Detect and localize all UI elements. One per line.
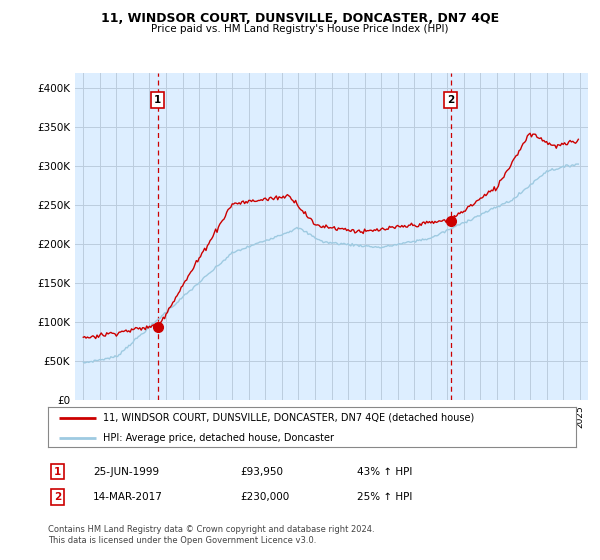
Text: 2: 2	[447, 95, 454, 105]
Text: 2: 2	[54, 492, 61, 502]
Text: 25-JUN-1999: 25-JUN-1999	[93, 466, 159, 477]
Text: 43% ↑ HPI: 43% ↑ HPI	[357, 466, 412, 477]
Text: 25% ↑ HPI: 25% ↑ HPI	[357, 492, 412, 502]
Text: 1: 1	[54, 466, 61, 477]
Text: HPI: Average price, detached house, Doncaster: HPI: Average price, detached house, Donc…	[103, 433, 334, 443]
Text: 11, WINDSOR COURT, DUNSVILLE, DONCASTER, DN7 4QE: 11, WINDSOR COURT, DUNSVILLE, DONCASTER,…	[101, 12, 499, 25]
Text: 1: 1	[154, 95, 161, 105]
Text: Contains HM Land Registry data © Crown copyright and database right 2024.
This d: Contains HM Land Registry data © Crown c…	[48, 525, 374, 545]
Text: Price paid vs. HM Land Registry's House Price Index (HPI): Price paid vs. HM Land Registry's House …	[151, 24, 449, 34]
Text: 11, WINDSOR COURT, DUNSVILLE, DONCASTER, DN7 4QE (detached house): 11, WINDSOR COURT, DUNSVILLE, DONCASTER,…	[103, 413, 475, 423]
Text: 14-MAR-2017: 14-MAR-2017	[93, 492, 163, 502]
Text: £230,000: £230,000	[240, 492, 289, 502]
Text: £93,950: £93,950	[240, 466, 283, 477]
